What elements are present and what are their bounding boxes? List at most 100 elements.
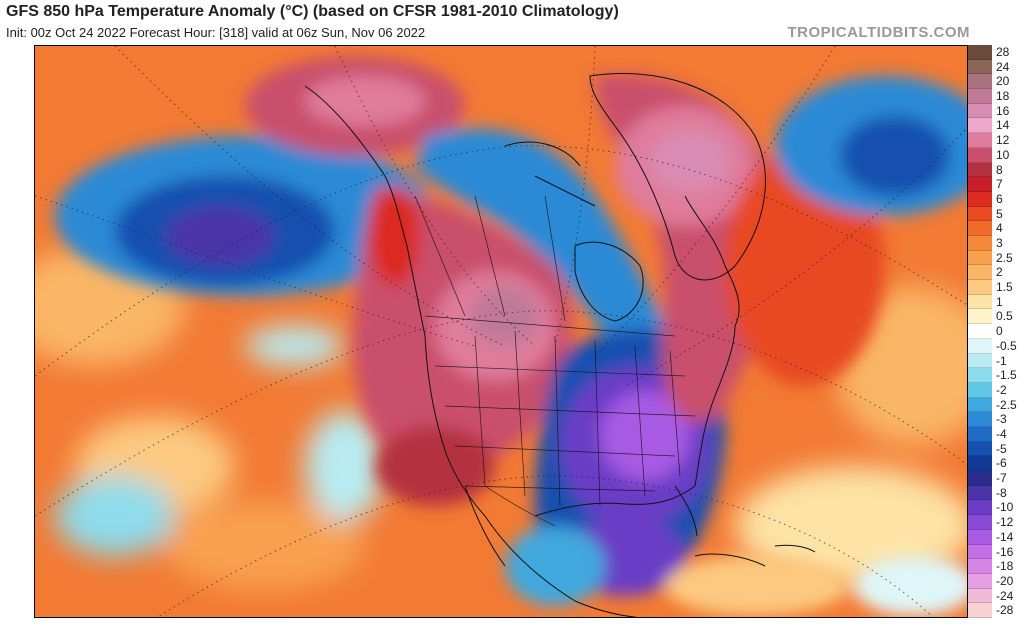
legend-item: 0.5	[968, 309, 1024, 325]
legend-label: -1.5	[996, 368, 1017, 383]
site-brand: TROPICALTIDBITS.COM	[787, 24, 970, 41]
legend-item: 1.5	[968, 280, 1024, 295]
legend-label: -4	[996, 427, 1007, 441]
legend-item: -1.5	[968, 368, 1024, 383]
legend-item: 7	[968, 177, 1024, 192]
legend-swatch	[968, 103, 992, 119]
legend-swatch	[968, 147, 992, 163]
legend-label: 28	[996, 45, 1010, 59]
legend-label: 0.5	[996, 309, 1013, 324]
chart-title: GFS 850 hPa Temperature Anomaly (°C) (ba…	[6, 3, 619, 20]
pacific-cold-core	[165, 206, 275, 266]
legend-label: 8	[996, 162, 1003, 177]
legend-item: 6	[968, 191, 1024, 207]
legend-swatch	[968, 382, 992, 398]
legend-item: 0	[968, 324, 1024, 339]
legend-swatch	[968, 324, 992, 339]
pale-patch	[165, 501, 365, 591]
legend-swatch	[968, 500, 992, 516]
legend-item: 2	[968, 265, 1024, 281]
legend-label: -6	[996, 456, 1007, 471]
legend-label: -20	[996, 573, 1014, 588]
legend-item: -3	[968, 412, 1024, 427]
cool-patch	[55, 476, 175, 556]
legend-item: 28	[968, 45, 1024, 60]
legend-swatch	[968, 353, 992, 369]
anomaly-map-svg	[35, 46, 967, 617]
legend-item: 16	[968, 103, 1024, 119]
legend-item: 24	[968, 59, 1024, 75]
legend-swatch	[968, 338, 992, 354]
legend-swatch	[968, 236, 992, 251]
legend-swatch	[968, 191, 992, 207]
legend-item: -2.5	[968, 397, 1024, 413]
legend-label: -5	[996, 441, 1007, 456]
legend-swatch	[968, 59, 992, 75]
legend-swatch	[968, 177, 992, 192]
anomaly-map	[34, 45, 968, 618]
legend-swatch	[968, 280, 992, 295]
legend-label: 18	[996, 89, 1010, 104]
legend-item: 20	[968, 74, 1024, 90]
legend-item: 10	[968, 147, 1024, 163]
cool-patch	[305, 411, 385, 521]
legend-label: -2.5	[996, 397, 1017, 412]
legend-swatch	[968, 250, 992, 266]
legend-item: 18	[968, 89, 1024, 104]
legend-swatch	[968, 441, 992, 457]
legend-swatch	[968, 89, 992, 104]
legend-item: -1	[968, 353, 1024, 369]
borders	[414, 195, 696, 527]
legend-label: 14	[996, 118, 1010, 133]
legend-swatch	[968, 573, 992, 589]
legend-label: 12	[996, 133, 1010, 148]
legend-item: -2	[968, 382, 1024, 398]
caribbean-pale	[665, 556, 845, 616]
legend-swatch	[968, 544, 992, 560]
legend-swatch	[968, 412, 992, 427]
legend-label: 3	[996, 236, 1003, 250]
legend-label: 4	[996, 221, 1003, 236]
canada-cold-band	[415, 128, 675, 376]
legend-label: 5	[996, 206, 1003, 221]
coastal-warm-streak	[370, 186, 420, 286]
legend-label: -14	[996, 529, 1014, 544]
greenland-warm-core	[650, 131, 730, 191]
legend-swatch	[968, 118, 992, 134]
legend-swatch	[968, 515, 992, 530]
legend-item: -7	[968, 471, 1024, 486]
legend-item: -28	[968, 603, 1024, 618]
legend-swatch	[968, 559, 992, 574]
legend-item: 12	[968, 133, 1024, 148]
legend-label: -24	[996, 588, 1014, 603]
legend-label: 20	[996, 74, 1010, 89]
coastlines	[304, 73, 816, 617]
legend-swatch	[968, 603, 992, 618]
south-cool	[855, 556, 967, 616]
legend-label: -8	[996, 485, 1007, 500]
legend-label: -3	[996, 412, 1007, 427]
alaska-warm	[305, 76, 425, 126]
chart-subtitle: Init: 00z Oct 24 2022 Forecast Hour: [31…	[6, 25, 426, 40]
mexico-cool	[505, 526, 605, 606]
legend-item: 5	[968, 206, 1024, 222]
legend-item: 1	[968, 294, 1024, 310]
ne-atlantic-cold-core	[840, 116, 950, 196]
legend-item: -8	[968, 485, 1024, 501]
legend-swatch	[968, 397, 992, 413]
legend-swatch	[968, 294, 992, 310]
legend-item: 8	[968, 162, 1024, 178]
legend-label: 10	[996, 147, 1010, 162]
legend-label: -18	[996, 559, 1014, 574]
legend-swatch	[968, 485, 992, 501]
legend-label: -2	[996, 382, 1007, 397]
legend-swatch	[968, 309, 992, 325]
legend-label: -7	[996, 471, 1007, 486]
legend-swatch	[968, 206, 992, 222]
legend-swatch	[968, 45, 992, 60]
southwest-warm	[375, 426, 495, 506]
legend-label: -12	[996, 515, 1014, 530]
legend-swatch	[968, 162, 992, 178]
legend-swatch	[968, 529, 992, 545]
legend-item: -5	[968, 441, 1024, 457]
